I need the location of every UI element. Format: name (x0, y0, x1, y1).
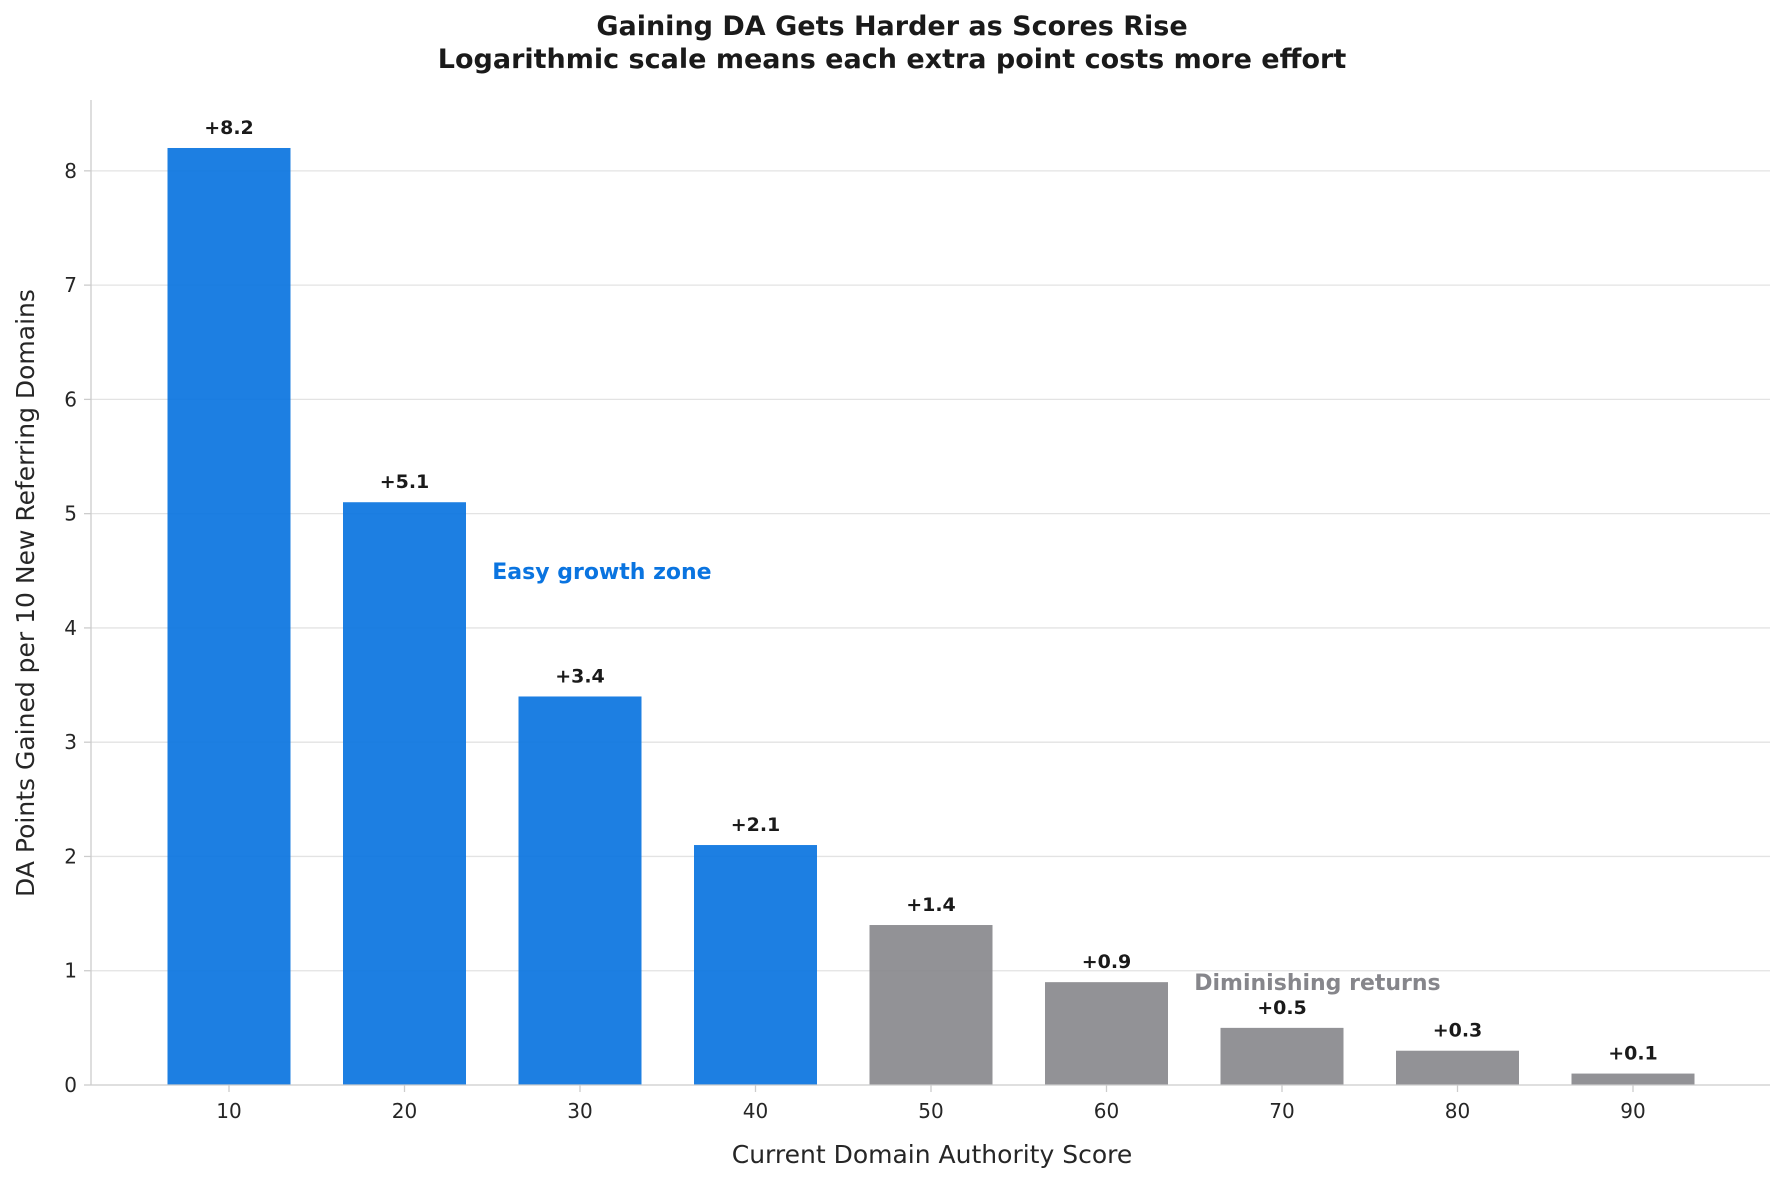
y-tick-label: 8 (64, 159, 77, 183)
x-tick-label: 60 (1094, 1099, 1119, 1123)
x-tick-label: 90 (1620, 1099, 1645, 1123)
x-tick-label: 30 (567, 1099, 592, 1123)
bar-value-label: +2.1 (731, 814, 781, 836)
bar-20 (343, 502, 466, 1085)
x-tick-label: 70 (1269, 1099, 1294, 1123)
annotations: Easy growth zone Diminishing returns (492, 560, 1440, 996)
bar-80 (1396, 1050, 1519, 1085)
bar-value-label: +0.1 (1608, 1043, 1658, 1065)
bar-30 (518, 696, 642, 1085)
chart-subtitle: Logarithmic scale means each extra point… (438, 44, 1347, 75)
bar-10 (167, 147, 291, 1085)
bar-value-label: +1.4 (906, 894, 956, 916)
x-tick-label: 50 (918, 1099, 943, 1123)
x-axis-label: Current Domain Authority Score (732, 1140, 1132, 1169)
y-tick-label: 7 (64, 273, 77, 297)
bar-50 (869, 925, 993, 1085)
bar-value-label: +5.1 (380, 471, 430, 493)
annotation-text: Easy growth zone (492, 560, 711, 585)
bar-value-labels: +8.2 +5.1 +3.4 +2.1 +1.4 +0.9 +0.5 +0.3 +0.1 (204, 117, 1658, 1065)
y-tick-label: 5 (64, 502, 77, 526)
x-tick-label: 10 (216, 1099, 241, 1123)
bar-value-label: +0.3 (1433, 1020, 1483, 1042)
bar-40 (694, 845, 817, 1085)
gridlines (91, 170, 1770, 972)
y-tick-label: 2 (64, 844, 77, 868)
y-tick-label: 1 (64, 959, 77, 983)
bar-value-label: +8.2 (204, 117, 254, 139)
bar-70 (1220, 1027, 1344, 1085)
bar-value-label: +3.4 (555, 665, 605, 687)
bar-90 (1571, 1073, 1695, 1085)
axes: 0 1 2 3 4 5 6 7 8 10 20 30 40 50 60 70 80 90 (64, 100, 1770, 1123)
y-tick-label: 6 (64, 387, 77, 411)
bar-value-label: +0.9 (1082, 951, 1132, 973)
y-tick-label: 0 (64, 1073, 77, 1097)
bar-value-label: +0.5 (1257, 997, 1307, 1019)
bars (167, 147, 1695, 1085)
y-tick-label: 4 (64, 616, 77, 640)
y-tick-label: 3 (64, 730, 77, 754)
x-tick-label: 20 (392, 1099, 417, 1123)
x-tick-label: 80 (1445, 1099, 1470, 1123)
y-axis-label: DA Points Gained per 10 New Referring Do… (11, 289, 40, 897)
annotation-text: Diminishing returns (1194, 971, 1440, 996)
x-tick-label: 40 (743, 1099, 768, 1123)
chart-title: Gaining DA Gets Harder as Scores Rise (596, 11, 1187, 42)
bar-60 (1045, 982, 1168, 1085)
